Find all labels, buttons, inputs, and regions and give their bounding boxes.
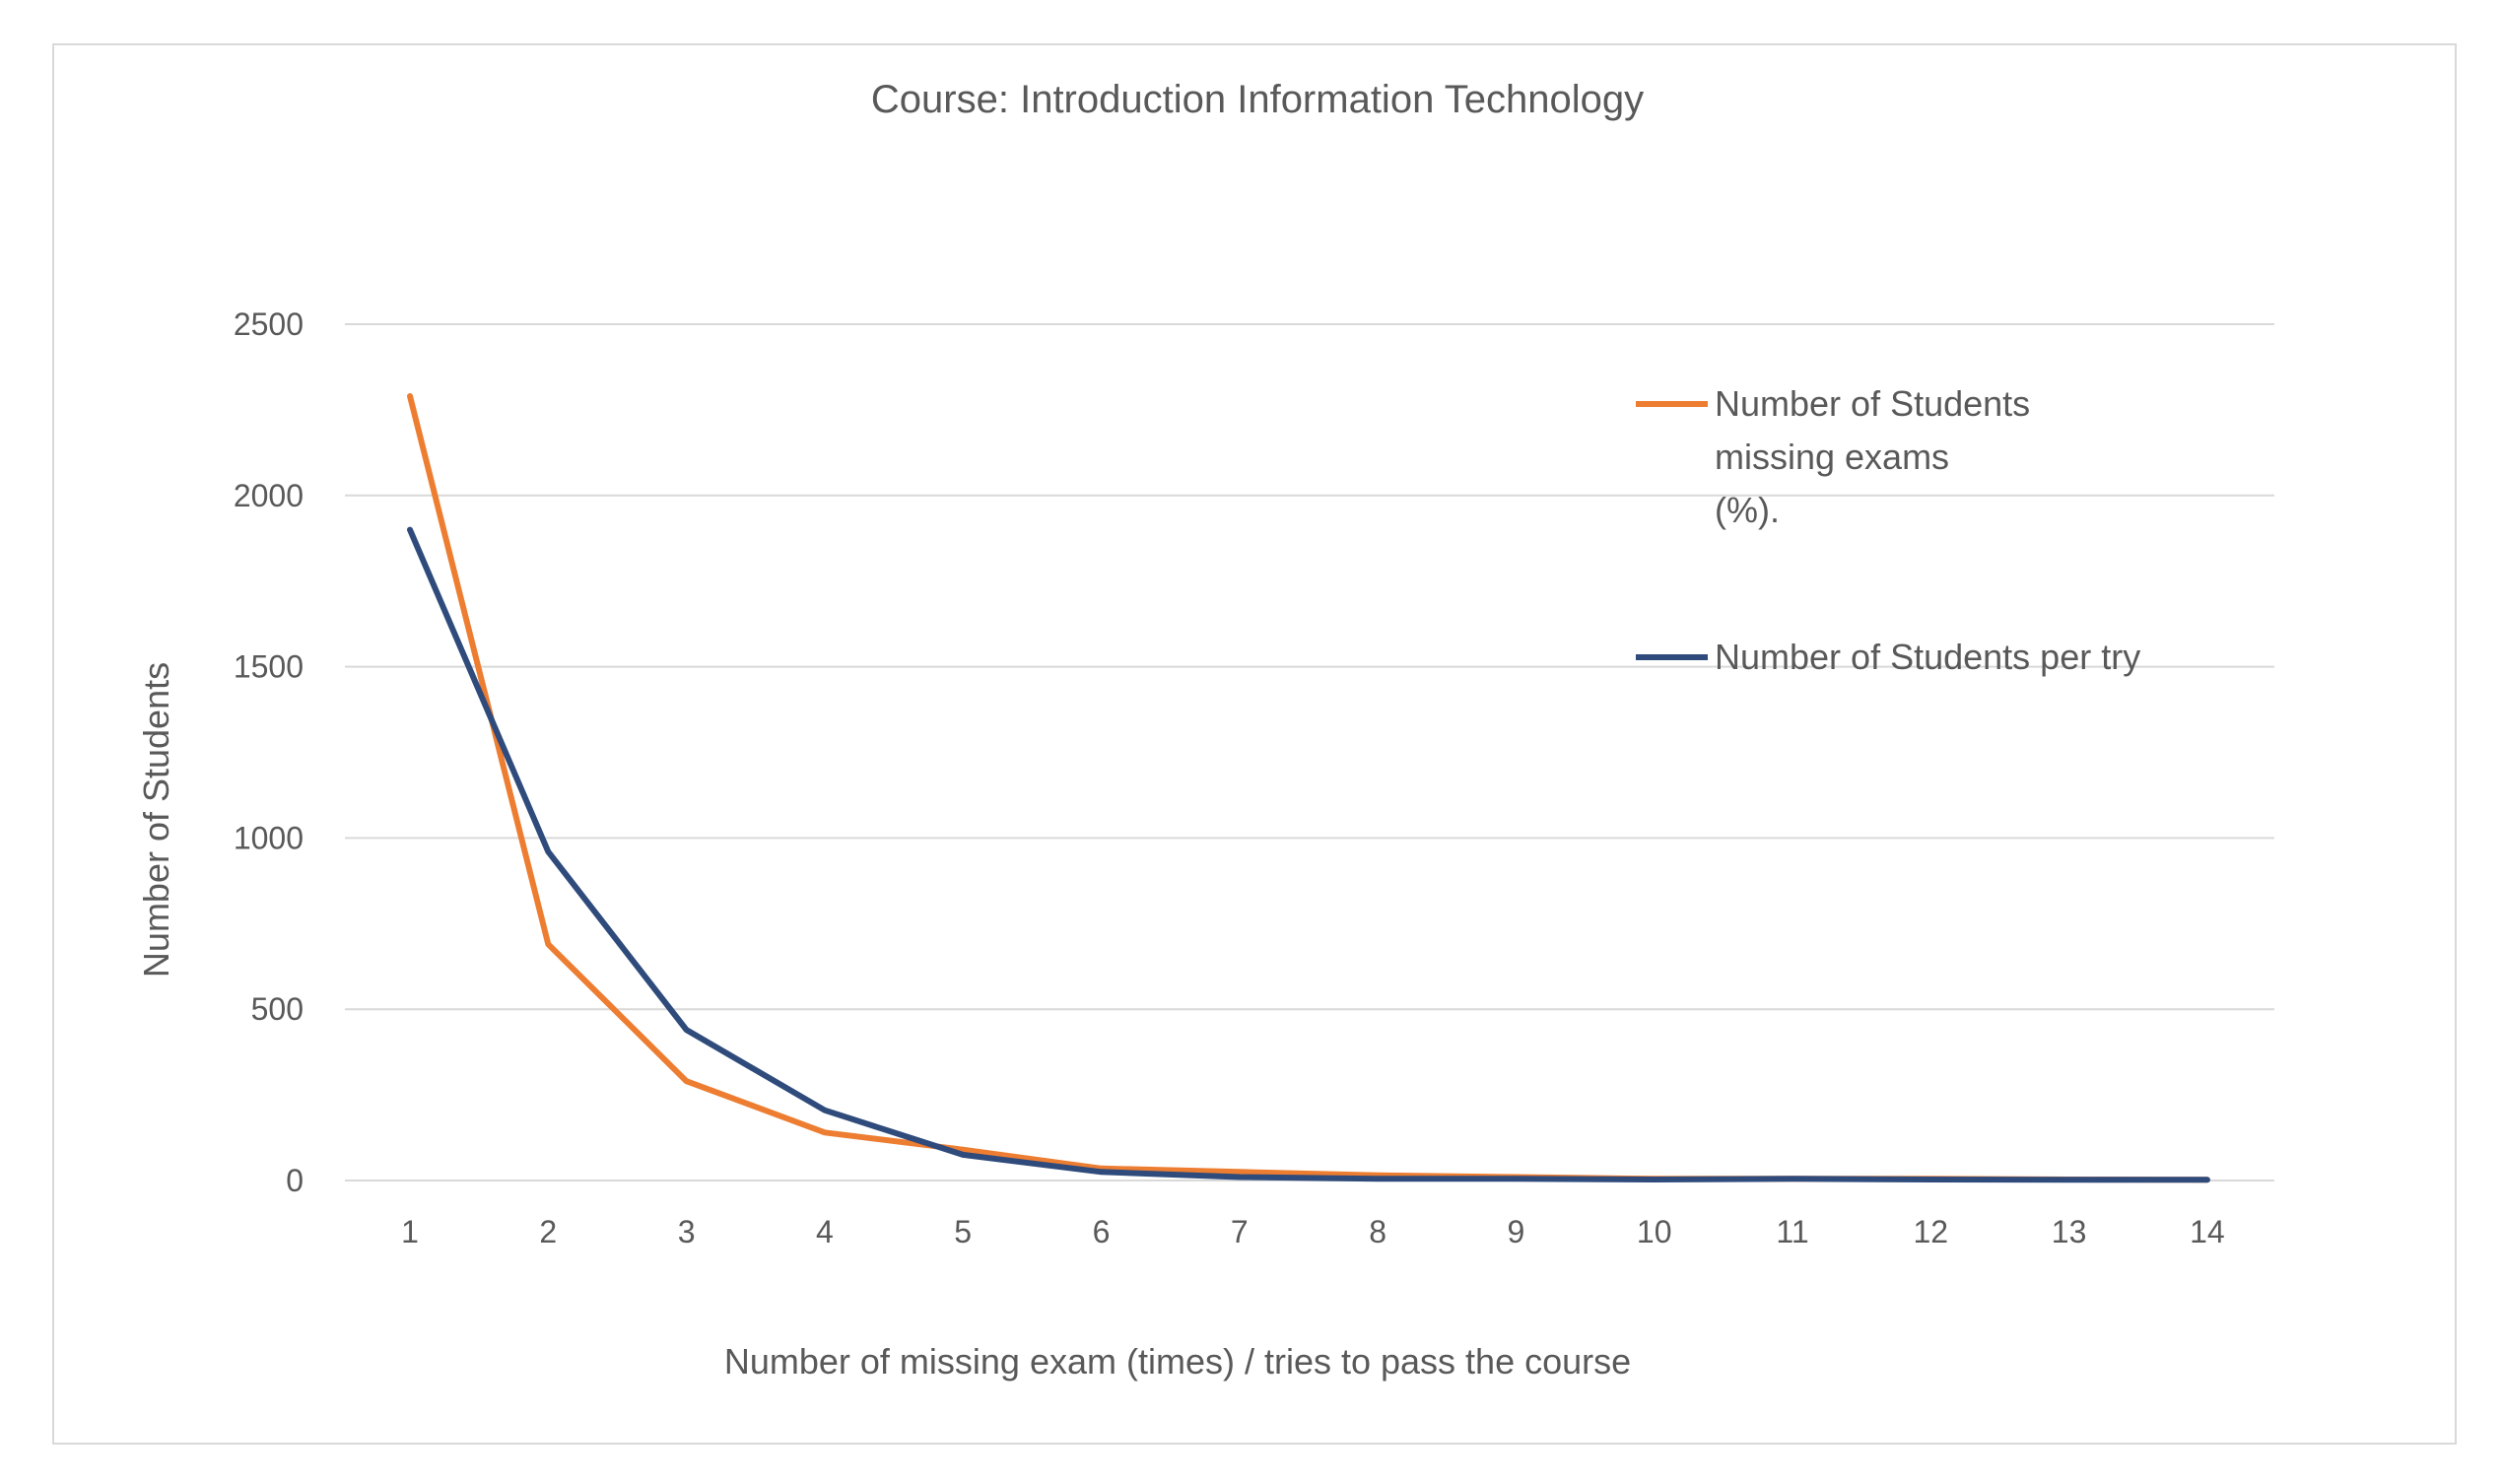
x-tick-label: 12 — [1914, 1214, 1949, 1249]
chart-title: Course: Introduction Information Technol… — [871, 78, 1644, 121]
legend-label-1: missing exams — [1715, 437, 1949, 477]
y-tick-label: 500 — [251, 991, 304, 1027]
legend-label-1: Number of Students — [1715, 383, 2030, 424]
x-tick-label: 10 — [1637, 1214, 1672, 1249]
y-tick-label: 1000 — [234, 820, 304, 855]
y-tick-labels: 0 500 1000 1500 2000 2500 — [234, 306, 304, 1198]
x-tick-label: 4 — [816, 1214, 834, 1249]
x-tick-label: 2 — [539, 1214, 557, 1249]
x-tick-label: 5 — [954, 1214, 972, 1249]
x-tick-label: 8 — [1369, 1214, 1386, 1249]
legend-label-2: Number of Students per try — [1715, 637, 2140, 677]
x-tick-label: 7 — [1231, 1214, 1249, 1249]
legend: Number of Students missing exams (%). Numbe… — [1636, 383, 2140, 677]
x-tick-label: 1 — [401, 1214, 419, 1249]
x-axis-label: Number of missing exam (times) / tries t… — [724, 1341, 1631, 1382]
x-tick-label: 14 — [2190, 1214, 2225, 1249]
legend-label-1: (%). — [1715, 490, 1780, 530]
y-tick-label: 1500 — [234, 649, 304, 685]
series-lines — [407, 393, 2210, 1183]
series-line-1 — [407, 393, 2210, 1183]
x-tick-label: 6 — [1093, 1214, 1111, 1249]
x-tick-labels: 1 2 3 4 5 6 7 8 9 10 11 12 13 14 — [401, 1214, 2225, 1249]
y-axis-label: Number of Students — [136, 662, 176, 978]
x-tick-label: 3 — [678, 1214, 696, 1249]
y-tick-label: 0 — [286, 1163, 304, 1198]
x-tick-label: 13 — [2052, 1214, 2087, 1249]
series-line-2 — [407, 526, 2210, 1183]
x-tick-label: 11 — [1776, 1214, 1808, 1249]
chart-frame — [52, 43, 2457, 1445]
y-tick-label: 2000 — [234, 478, 304, 513]
y-tick-label: 2500 — [234, 306, 304, 342]
grid-lines — [345, 323, 2274, 1181]
x-tick-label: 9 — [1508, 1214, 1525, 1249]
